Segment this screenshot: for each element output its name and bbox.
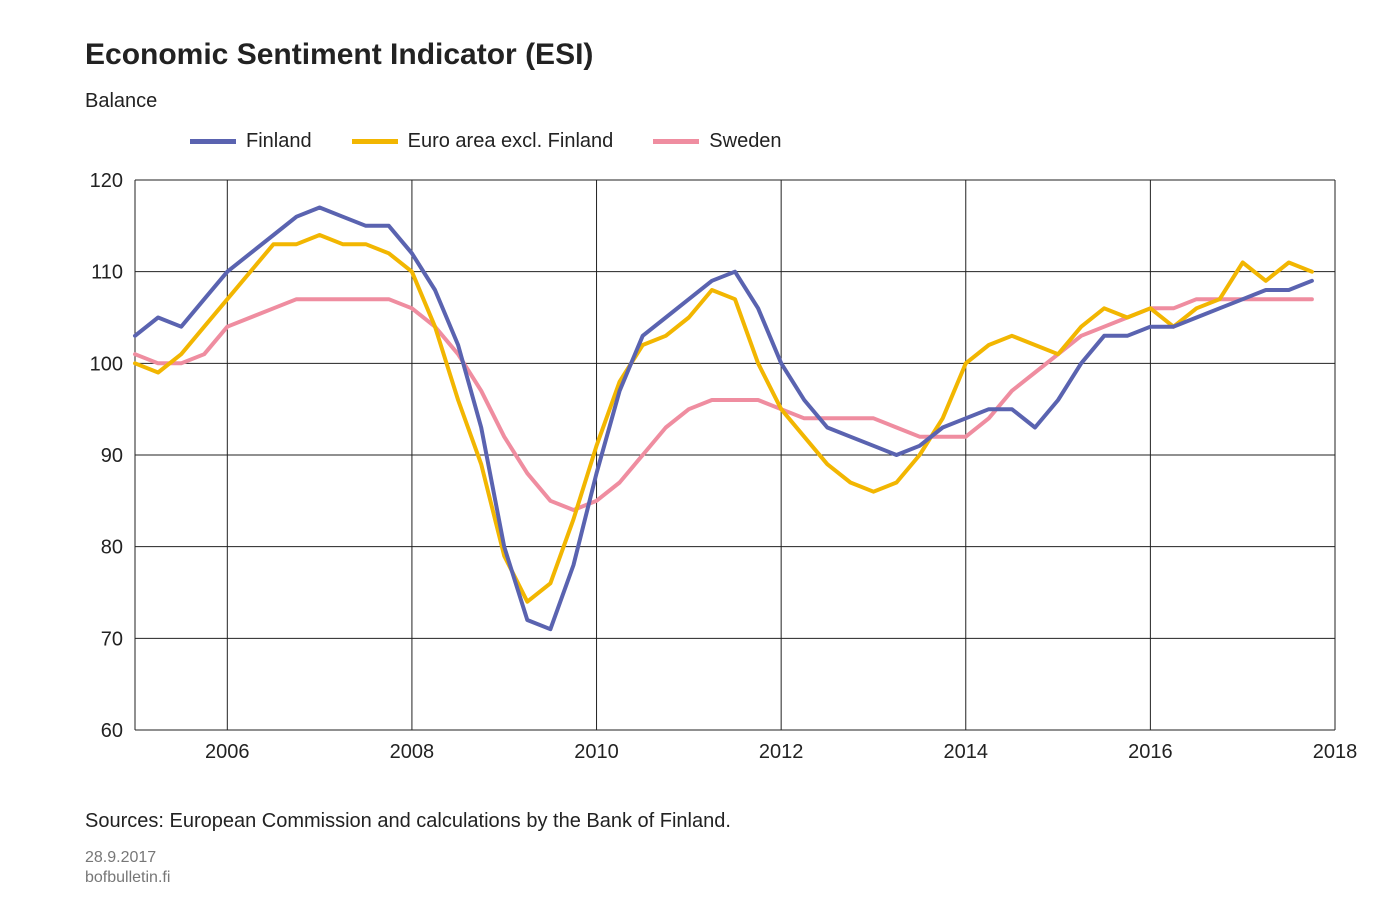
svg-text:2006: 2006 <box>205 741 250 763</box>
legend-swatch-sweden <box>653 139 699 144</box>
svg-text:70: 70 <box>101 628 123 650</box>
chart-container: Economic Sentiment Indicator (ESI) Balan… <box>0 0 1377 900</box>
legend-swatch-euro-area <box>352 139 398 144</box>
svg-text:80: 80 <box>101 537 123 559</box>
footnote-date: 28.9.2017 <box>85 848 170 868</box>
footnote-site: bofbulletin.fi <box>85 868 170 888</box>
svg-text:2014: 2014 <box>944 741 989 763</box>
footnote: 28.9.2017 bofbulletin.fi <box>85 848 170 888</box>
legend-item-finland: Finland <box>190 130 312 153</box>
legend-item-sweden: Sweden <box>653 130 781 153</box>
plot-area: 60 70 80 90 100 110 120 2006 2008 2010 2012 2014 201… <box>85 170 1345 770</box>
source-text: Sources: European Commission and calcula… <box>85 810 731 833</box>
y-axis-label: Balance <box>85 90 157 113</box>
legend-label: Euro area excl. Finland <box>408 130 614 153</box>
legend-label: Finland <box>246 130 312 153</box>
svg-text:2012: 2012 <box>759 741 804 763</box>
svg-text:2010: 2010 <box>574 741 619 763</box>
chart-title: Economic Sentiment Indicator (ESI) <box>85 38 593 72</box>
svg-text:100: 100 <box>90 353 123 375</box>
svg-text:110: 110 <box>91 262 123 284</box>
svg-text:2008: 2008 <box>390 741 435 763</box>
legend-swatch-finland <box>190 139 236 144</box>
chart-svg: 60 70 80 90 100 110 120 2006 2008 2010 2012 2014 201… <box>85 170 1345 770</box>
svg-text:60: 60 <box>101 720 123 742</box>
svg-text:2016: 2016 <box>1128 741 1173 763</box>
svg-text:120: 120 <box>90 170 123 192</box>
svg-text:90: 90 <box>101 445 123 467</box>
legend-label: Sweden <box>709 130 781 153</box>
svg-text:2018: 2018 <box>1313 741 1358 763</box>
legend-item-euro-area: Euro area excl. Finland <box>352 130 614 153</box>
legend: Finland Euro area excl. Finland Sweden <box>190 130 782 153</box>
